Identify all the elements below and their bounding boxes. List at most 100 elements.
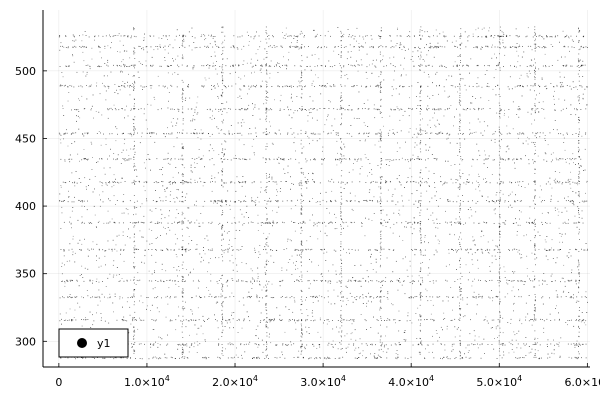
data-point xyxy=(557,249,559,251)
data-point xyxy=(89,68,91,70)
data-point xyxy=(437,133,439,135)
data-point xyxy=(376,280,378,282)
data-point xyxy=(568,181,570,183)
data-point xyxy=(82,201,83,203)
data-point xyxy=(584,296,586,298)
data-point xyxy=(542,65,544,67)
data-point xyxy=(377,296,378,297)
data-point xyxy=(337,27,339,28)
data-point xyxy=(519,210,520,212)
data-point xyxy=(280,94,282,96)
data-point xyxy=(116,267,118,268)
data-point xyxy=(432,343,434,345)
data-point xyxy=(159,197,161,199)
data-point xyxy=(254,249,256,251)
data-point xyxy=(140,85,142,87)
data-point xyxy=(569,280,570,282)
data-point xyxy=(389,181,391,183)
data-point xyxy=(565,161,567,163)
data-point xyxy=(574,356,576,358)
data-point xyxy=(573,158,575,160)
data-point xyxy=(280,45,282,47)
data-point xyxy=(109,200,111,202)
data-point xyxy=(523,281,525,282)
data-point xyxy=(65,84,66,86)
data-point xyxy=(427,105,429,107)
data-point xyxy=(156,357,158,359)
data-point xyxy=(150,343,152,345)
data-point xyxy=(71,109,72,111)
data-point xyxy=(307,120,309,122)
data-point xyxy=(214,40,216,42)
data-point xyxy=(130,158,132,160)
data-point xyxy=(514,248,516,250)
data-point xyxy=(176,209,178,211)
data-point xyxy=(92,248,94,250)
data-point xyxy=(450,105,452,106)
data-point xyxy=(360,264,362,266)
data-point xyxy=(509,133,511,135)
data-point xyxy=(407,315,409,317)
data-point xyxy=(90,222,91,223)
data-point xyxy=(254,279,255,281)
data-point xyxy=(223,153,225,155)
data-point xyxy=(296,96,298,97)
data-point xyxy=(150,104,152,106)
data-point xyxy=(241,213,243,215)
data-point xyxy=(430,313,432,315)
data-point xyxy=(155,208,157,209)
data-point xyxy=(241,246,243,247)
data-point xyxy=(120,253,121,255)
data-point xyxy=(267,222,269,223)
data-point xyxy=(236,249,238,251)
data-point xyxy=(142,302,144,304)
data-point xyxy=(431,197,433,199)
data-point xyxy=(336,140,338,142)
data-point xyxy=(78,85,80,87)
data-point xyxy=(330,343,332,345)
data-point xyxy=(210,35,212,37)
data-point xyxy=(508,201,509,202)
data-point xyxy=(144,343,145,345)
data-point xyxy=(77,302,79,304)
data-point xyxy=(541,221,543,223)
data-point xyxy=(166,344,168,346)
data-point xyxy=(267,218,268,220)
data-point xyxy=(200,261,202,263)
data-point xyxy=(426,190,428,192)
data-point xyxy=(532,108,534,109)
data-point xyxy=(103,357,105,359)
data-point xyxy=(107,297,109,299)
data-point xyxy=(284,297,286,298)
data-point xyxy=(335,250,337,252)
data-point xyxy=(527,143,529,145)
data-point xyxy=(337,158,339,160)
data-point xyxy=(305,132,307,134)
data-point xyxy=(433,357,435,359)
data-point xyxy=(376,85,378,87)
data-point xyxy=(368,132,370,134)
data-point xyxy=(194,158,196,160)
data-point xyxy=(244,351,246,353)
data-point xyxy=(424,236,426,238)
data-point xyxy=(568,356,570,358)
data-point xyxy=(188,320,190,322)
data-point xyxy=(132,320,134,322)
data-point xyxy=(344,146,346,148)
data-point xyxy=(561,211,563,213)
data-point xyxy=(363,132,365,134)
data-point xyxy=(538,249,540,250)
data-point xyxy=(326,208,328,209)
data-point xyxy=(81,222,83,224)
data-point xyxy=(381,320,382,321)
data-point xyxy=(393,223,395,225)
data-point xyxy=(436,333,438,334)
data-point xyxy=(566,210,568,212)
data-point xyxy=(291,274,293,275)
data-point xyxy=(428,149,429,151)
data-point xyxy=(416,108,418,109)
data-point xyxy=(291,296,293,297)
data-point xyxy=(288,109,289,111)
data-point xyxy=(436,71,438,73)
data-point xyxy=(478,150,480,152)
